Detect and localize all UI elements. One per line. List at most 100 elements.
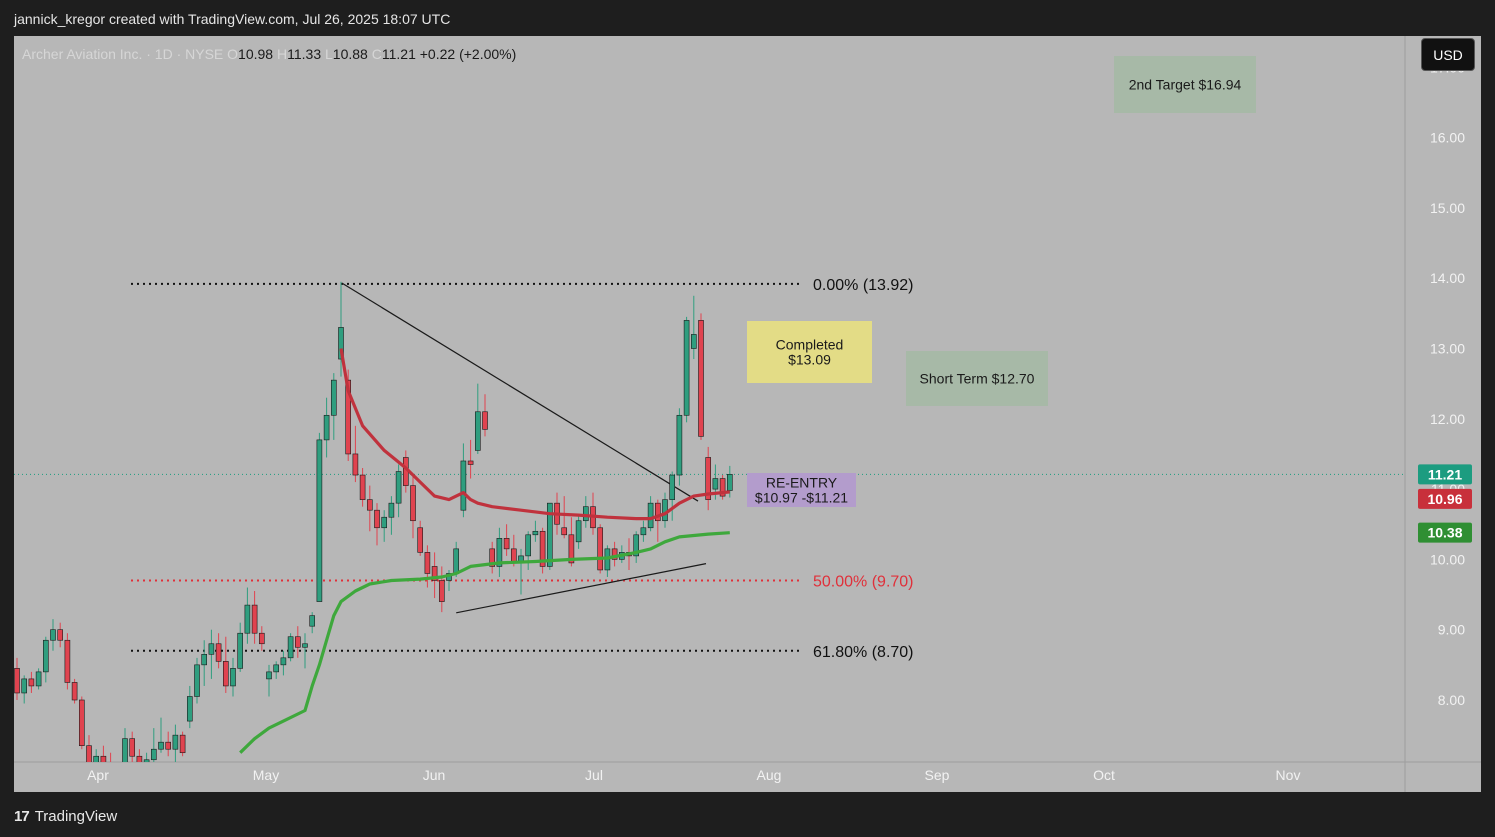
- candle-body: [532, 530, 539, 536]
- candle-body: [525, 534, 532, 557]
- candle-body: [474, 411, 481, 451]
- candle-body: [352, 453, 359, 476]
- open-key: O: [227, 46, 239, 62]
- candle-body: [165, 741, 171, 750]
- completed-box[interactable]: [747, 321, 872, 383]
- candle-body: [453, 548, 460, 574]
- candle-body: [244, 604, 251, 634]
- candle-body: [395, 471, 402, 504]
- price-tag: [1418, 522, 1472, 543]
- x-tick-label: Jun: [423, 767, 446, 783]
- fib-level-label: 61.80% (8.70): [813, 644, 914, 661]
- candle-body: [266, 671, 272, 680]
- candle-body: [64, 639, 71, 683]
- low-value: 10.88: [332, 46, 368, 62]
- candle-body: [719, 478, 726, 497]
- fib-level-label: 0.00% (13.92): [813, 277, 914, 294]
- candle-body: [258, 632, 265, 645]
- candle-body: [690, 334, 697, 349]
- high-value: 11.33: [287, 46, 322, 62]
- candle-body: [582, 506, 589, 522]
- re-entry-box[interactable]: [747, 473, 856, 507]
- chart-credit: jannick_kregor created with TradingView.…: [14, 11, 451, 27]
- x-tick-label: May: [253, 767, 279, 783]
- candle-body: [129, 738, 135, 757]
- candle-body: [309, 615, 316, 627]
- candle-body: [201, 654, 207, 666]
- candle-body: [71, 682, 78, 701]
- x-tick-label: Sep: [925, 767, 950, 783]
- candle-body: [187, 696, 193, 722]
- candle-body: [251, 604, 258, 634]
- candle-body: [316, 439, 323, 602]
- candle-body: [460, 460, 467, 511]
- high-key: H: [276, 46, 288, 62]
- x-tick-label: Apr: [87, 767, 109, 783]
- candle-body: [338, 327, 344, 360]
- second-target-box-text: 2nd Target $16.94: [1129, 77, 1242, 93]
- candle-body: [230, 668, 236, 687]
- x-tick-label: Aug: [757, 767, 782, 783]
- trendline: [456, 563, 707, 614]
- second-target-box[interactable]: [1114, 56, 1256, 113]
- plot-layer: [14, 281, 800, 785]
- candle-body: [503, 538, 510, 550]
- candle-body: [489, 548, 496, 567]
- candle-body: [151, 748, 157, 761]
- candle-body: [294, 636, 301, 648]
- candle-body: [561, 527, 568, 536]
- close-key: C: [371, 46, 382, 62]
- tradingview-logo-icon: 17: [14, 807, 30, 825]
- candle-body: [237, 632, 243, 669]
- candle-body: [467, 460, 474, 465]
- candle-body: [496, 538, 503, 567]
- candle-body: [438, 580, 445, 602]
- low-key: L: [325, 46, 333, 62]
- candle-body: [698, 320, 704, 437]
- candle-body: [374, 509, 380, 529]
- trendline: [341, 282, 699, 502]
- candle-body: [50, 629, 56, 641]
- candle-body: [424, 552, 431, 574]
- candle-body: [21, 678, 28, 694]
- currency-button[interactable]: USD: [1421, 38, 1475, 71]
- candle-body: [705, 457, 712, 500]
- price-tag-label: 11.21: [1428, 466, 1462, 482]
- brand-name: TradingView: [34, 807, 118, 825]
- candle-body: [172, 734, 179, 750]
- candle-body: [273, 664, 280, 673]
- change-value: +0.22 (+2.00%): [419, 46, 517, 62]
- y-tick-label: 15.00: [1430, 200, 1465, 216]
- candle-body: [14, 668, 20, 694]
- candle-body: [410, 485, 416, 522]
- y-tick-label: 13.00: [1430, 341, 1465, 357]
- candle-body: [223, 661, 229, 687]
- ma-green-line: [239, 531, 730, 754]
- footer-brand[interactable]: 17 TradingView: [14, 805, 117, 827]
- candle-body: [158, 741, 164, 750]
- candle-body: [546, 502, 553, 567]
- ma-red-line: [339, 348, 730, 521]
- candle-body: [302, 643, 308, 648]
- candle-body: [676, 414, 683, 476]
- candle-body: [381, 516, 388, 529]
- candle-body: [208, 643, 215, 655]
- top-bar: jannick_kregor created with TradingView.…: [0, 0, 1495, 36]
- candle-body: [417, 527, 424, 553]
- candle-body: [575, 520, 582, 543]
- candle-body: [647, 502, 654, 529]
- chart-area[interactable]: [14, 36, 1481, 792]
- y-tick-label: 8.00: [1438, 692, 1465, 708]
- close-value: 11.21: [381, 46, 416, 62]
- candle-body: [669, 474, 676, 500]
- x-tick-label: Oct: [1093, 767, 1115, 783]
- candle-body: [115, 774, 120, 785]
- x-tick-label: Jul: [585, 767, 603, 783]
- price-tag: [1418, 464, 1472, 485]
- short-term-box[interactable]: [906, 351, 1048, 406]
- candle-body: [42, 639, 49, 673]
- candle-body: [662, 499, 668, 522]
- candle-body: [482, 411, 488, 430]
- candle-body: [28, 678, 35, 687]
